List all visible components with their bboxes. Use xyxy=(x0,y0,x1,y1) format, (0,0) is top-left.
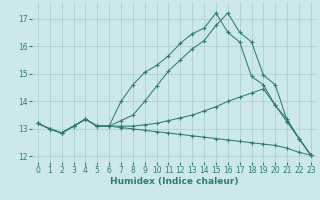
X-axis label: Humidex (Indice chaleur): Humidex (Indice chaleur) xyxy=(110,177,239,186)
